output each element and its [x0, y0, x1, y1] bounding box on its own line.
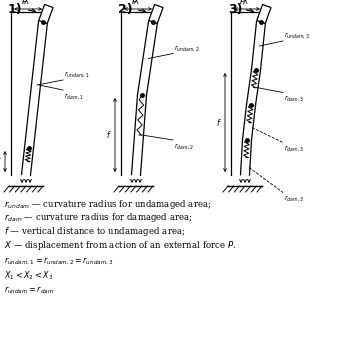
Text: $r_{dam,3}$: $r_{dam,3}$: [284, 193, 304, 203]
Text: $r_{undam,1}$: $r_{undam,1}$: [64, 69, 90, 79]
Text: $r_{undam}$ — curvature radius for undamaged area;: $r_{undam}$ — curvature radius for undam…: [4, 198, 212, 211]
Polygon shape: [39, 4, 53, 24]
Text: 3): 3): [228, 3, 243, 16]
Text: $r_{undam,1} = r_{undam,2} = r_{undam,3}$: $r_{undam,1} = r_{undam,2} = r_{undam,3}…: [4, 256, 114, 267]
Text: $X$: $X$: [242, 0, 250, 6]
Text: $P$: $P$: [239, 0, 246, 7]
Text: $X$ — displacement from action of an external force $P$.: $X$ — displacement from action of an ext…: [4, 238, 236, 252]
Text: 1): 1): [8, 3, 23, 16]
Text: $r_{dam,3}$: $r_{dam,3}$: [284, 93, 304, 103]
Polygon shape: [149, 4, 163, 24]
Text: $r_{undam,3}$: $r_{undam,3}$: [284, 30, 310, 40]
Text: $r_{undam} = r_{dam}$: $r_{undam} = r_{dam}$: [4, 284, 54, 295]
Text: $X_1 < X_2 < X_3$: $X_1 < X_2 < X_3$: [4, 269, 53, 282]
Text: $P$: $P$: [131, 0, 138, 7]
Text: $X$: $X$: [133, 0, 141, 6]
Text: $r_{undam,2}$: $r_{undam,2}$: [174, 43, 200, 53]
Text: $f$: $f$: [106, 129, 112, 140]
Text: $r_{dam,2}$: $r_{dam,2}$: [174, 141, 194, 151]
Text: 2): 2): [118, 3, 133, 16]
Polygon shape: [257, 4, 271, 24]
Text: $P$: $P$: [21, 0, 28, 7]
Text: $r_{dam}$ — curvature radius for damaged area;: $r_{dam}$ — curvature radius for damaged…: [4, 211, 193, 225]
Text: $f$: $f$: [216, 117, 222, 128]
Text: $r_{dam,1}$: $r_{dam,1}$: [64, 91, 84, 101]
Text: $r_{dam,3}$: $r_{dam,3}$: [284, 144, 304, 154]
Text: $f$ — vertical distance to undamaged area;: $f$ — vertical distance to undamaged are…: [4, 225, 186, 238]
Text: $f$: $f$: [0, 156, 2, 167]
Text: $X$: $X$: [23, 0, 31, 6]
